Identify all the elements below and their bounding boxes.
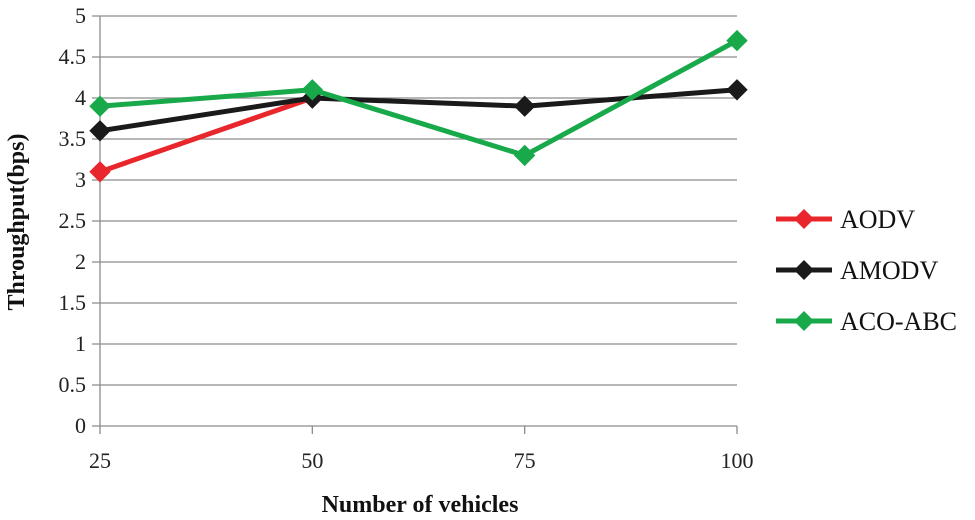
legend-marker [794, 311, 814, 331]
data-point-marker [89, 161, 111, 183]
y-axis-title: Throughput(bps) [4, 134, 30, 311]
legend-entry: AMODV [776, 256, 938, 285]
y-tick-label: 5 [75, 3, 86, 28]
tick-label-layer: 0 0.5 1 1.5 2 2.5 3 3.5 4 4.5 5 25 50 75 100 [59, 3, 754, 473]
x-tick-label: 100 [721, 448, 754, 473]
y-tick-label: 4 [75, 85, 86, 110]
data-point-marker [89, 95, 111, 117]
axis-layer [99, 16, 738, 434]
x-tick-label: 75 [514, 448, 536, 473]
y-tick-label: 1 [75, 331, 86, 356]
y-tick-label: 0.5 [59, 372, 87, 397]
data-point-marker [513, 144, 536, 167]
y-tick-label: 2.5 [59, 208, 87, 233]
data-point-marker [726, 29, 748, 52]
legend: AODV AMODV ACO-ABC [776, 205, 957, 336]
grid-layer [92, 15, 737, 427]
data-point-marker [301, 79, 324, 101]
data-point-marker [89, 120, 111, 142]
x-tick-label: 50 [301, 448, 323, 473]
series-line [99, 38, 739, 158]
y-tick-label: 2 [75, 249, 86, 274]
legend-label: ACO-ABC [840, 307, 957, 336]
legend-marker [794, 209, 814, 229]
y-tick-label: 0 [75, 413, 86, 438]
y-tick-label: 3 [75, 167, 86, 192]
legend-entry: AODV [776, 205, 915, 234]
legend-marker [794, 260, 814, 280]
data-point-marker [513, 95, 536, 117]
legend-label: AODV [840, 205, 915, 234]
series-aco-abc [89, 29, 748, 167]
y-tick-label: 3.5 [59, 126, 87, 151]
legend-entry: ACO-ABC [776, 307, 957, 336]
x-tick-label: 25 [89, 448, 111, 473]
data-point-marker [726, 79, 748, 101]
series-line [99, 95, 314, 175]
y-tick-label: 1.5 [59, 290, 87, 315]
series-layer [89, 29, 748, 183]
y-tick-label: 4.5 [59, 44, 87, 69]
x-axis-title: Number of vehicles [322, 492, 519, 518]
legend-label: AMODV [840, 256, 938, 285]
